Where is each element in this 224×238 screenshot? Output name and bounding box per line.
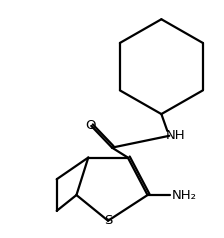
- Text: O: O: [85, 119, 95, 132]
- Text: S: S: [104, 214, 112, 227]
- Text: NH: NH: [165, 129, 185, 142]
- Text: NH₂: NH₂: [172, 188, 197, 202]
